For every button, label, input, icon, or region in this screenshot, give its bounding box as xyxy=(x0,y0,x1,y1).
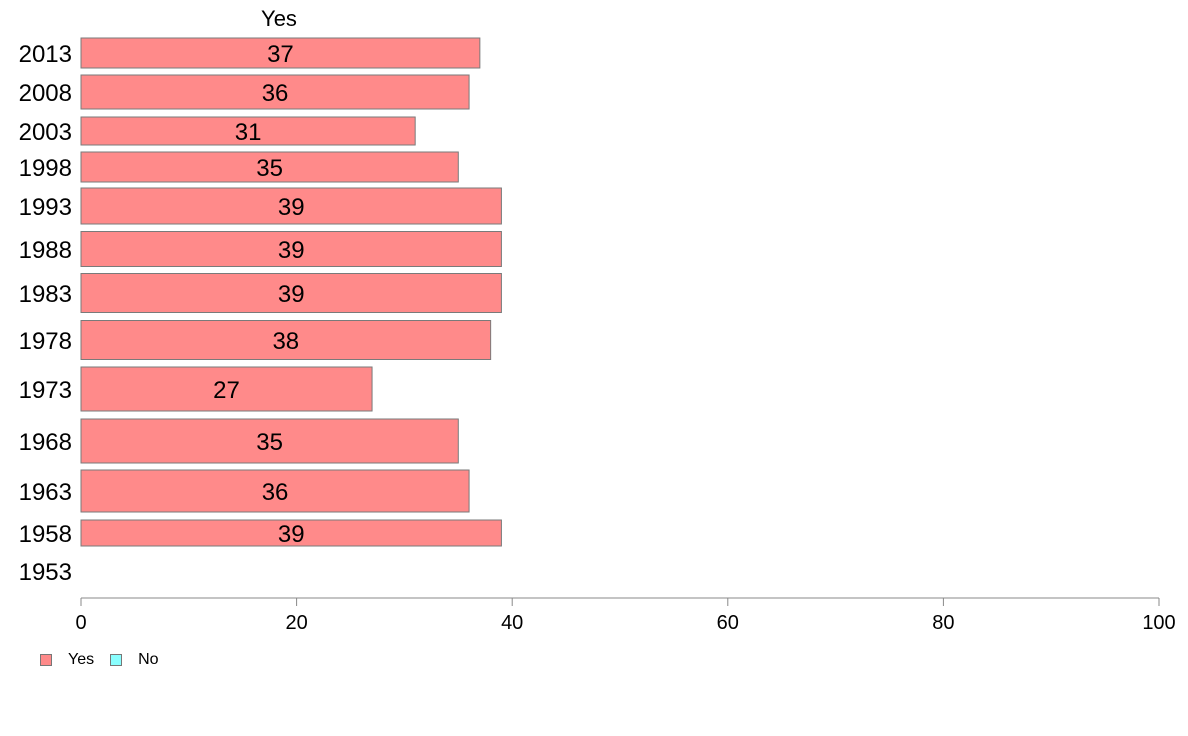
legend-label-no: No xyxy=(138,651,159,668)
legend-item-no: No xyxy=(110,651,159,669)
data-label: 36 xyxy=(262,479,289,506)
data-label: 39 xyxy=(278,281,305,308)
y-tick-label: 2003 xyxy=(19,119,72,146)
y-tick-label: 1978 xyxy=(19,328,72,355)
bar xyxy=(80,366,373,412)
x-tick-label: 60 xyxy=(717,612,739,634)
legend-swatch-no xyxy=(110,654,123,666)
y-tick-label: 1998 xyxy=(19,155,72,182)
bar xyxy=(80,418,459,464)
y-tick-label: 1953 xyxy=(19,559,72,586)
x-tick-label: 40 xyxy=(501,612,523,634)
legend-swatch-yes xyxy=(40,654,52,666)
y-tick-label: 2008 xyxy=(19,80,72,107)
y-tick-label: 2013 xyxy=(19,41,72,68)
bar xyxy=(80,187,502,225)
bar xyxy=(80,74,470,110)
y-tick-label: 1973 xyxy=(19,377,72,404)
data-label: 35 xyxy=(256,429,283,456)
bar xyxy=(80,151,459,183)
data-label: 35 xyxy=(256,155,283,182)
data-label: 39 xyxy=(278,521,305,548)
data-label: 39 xyxy=(278,237,305,264)
bar xyxy=(80,519,502,547)
y-tick-label: 1988 xyxy=(19,237,72,264)
bar xyxy=(80,231,502,267)
x-tick-label: 20 xyxy=(285,612,307,634)
bar xyxy=(80,116,416,146)
y-tick-label: 1983 xyxy=(19,281,72,308)
bar xyxy=(80,469,470,513)
data-label: 37 xyxy=(267,41,294,68)
legend: Yes No xyxy=(40,651,175,669)
data-label: 38 xyxy=(272,328,299,355)
y-tick-label: 1963 xyxy=(19,479,72,506)
legend-label-yes: Yes xyxy=(68,651,95,668)
legend-item-yes: Yes xyxy=(40,651,94,669)
x-tick-label: 80 xyxy=(932,612,954,634)
bar xyxy=(80,273,502,313)
bar xyxy=(80,320,492,360)
bar-rows: 2013 37 2008 36 2003 31 1998 35 1993 39 1988 39 1983… xyxy=(19,37,502,586)
data-label: 36 xyxy=(262,80,289,107)
data-label: 31 xyxy=(235,119,262,146)
data-label: 27 xyxy=(213,377,240,404)
y-tick-label: 1993 xyxy=(19,194,72,221)
y-tick-label: 1968 xyxy=(19,429,72,456)
x-tick-label: 100 xyxy=(1142,612,1175,634)
x-tick-label: 0 xyxy=(75,612,86,634)
bar xyxy=(80,37,481,69)
data-label: 39 xyxy=(278,194,305,221)
y-tick-label: 1958 xyxy=(19,521,72,548)
x-axis: 0 20 40 60 80 100 xyxy=(75,597,1176,634)
panel-title: Yes xyxy=(261,6,297,31)
